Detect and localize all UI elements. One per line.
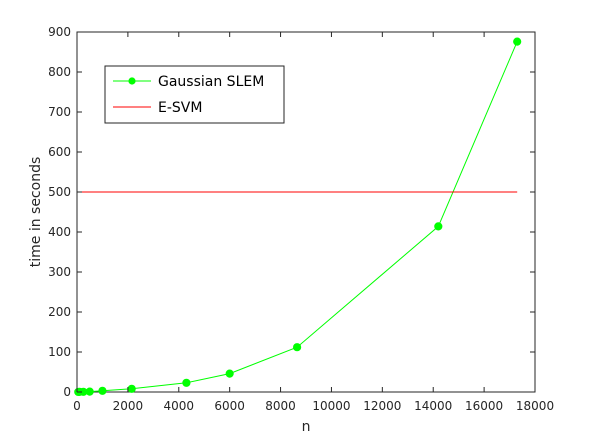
legend-box (104, 65, 285, 124)
y-tick-label: 800 (48, 65, 71, 79)
y-tick-label: 900 (48, 25, 71, 39)
legend-label: E-SVM (158, 100, 202, 116)
y-tick-label: 600 (48, 145, 71, 159)
x-tick-label: 18000 (516, 399, 554, 413)
y-tick-label: 400 (48, 225, 71, 239)
data-point (225, 369, 234, 378)
x-tick-label: 2000 (113, 399, 144, 413)
data-point (292, 343, 302, 352)
y-tick-label: 500 (48, 185, 71, 199)
y-tick-label: 0 (63, 385, 71, 399)
data-point (98, 386, 107, 395)
legend: Gaussian SLEM E-SVM (104, 65, 285, 124)
data-point (434, 222, 443, 231)
axes (76, 31, 536, 393)
x-tick-label: 4000 (164, 399, 195, 413)
legend-item: E-SVM (113, 100, 202, 116)
x-tick-label: 16000 (465, 399, 503, 413)
y-tick-label: 100 (48, 345, 71, 359)
x-tick-label: 10000 (312, 399, 350, 413)
y-axis-label: time in seconds (28, 157, 44, 268)
x-tick-label: 6000 (214, 399, 245, 413)
legend-marker (128, 77, 136, 85)
data-point (127, 384, 136, 393)
legend-item: Gaussian SLEM (113, 74, 264, 90)
series-1 (74, 37, 522, 397)
data-point (85, 387, 94, 396)
data-point (513, 37, 522, 46)
axes-frame (76, 31, 536, 393)
series-layer (74, 37, 522, 397)
y-tick-label: 300 (48, 265, 71, 279)
ticks: 0 2000 4000 6000 8000 10000 12000 14000 16000 180… (48, 25, 554, 413)
y-tick-label: 200 (48, 305, 71, 319)
x-tick-label: 12000 (363, 399, 401, 413)
x-tick-label: 8000 (265, 399, 296, 413)
x-tick-label: 0 (73, 399, 81, 413)
legend-label: Gaussian SLEM (158, 74, 264, 90)
x-axis-label: n (302, 419, 311, 435)
y-tick-label: 700 (48, 105, 71, 119)
x-tick-label: 14000 (414, 399, 452, 413)
data-point (182, 378, 191, 387)
